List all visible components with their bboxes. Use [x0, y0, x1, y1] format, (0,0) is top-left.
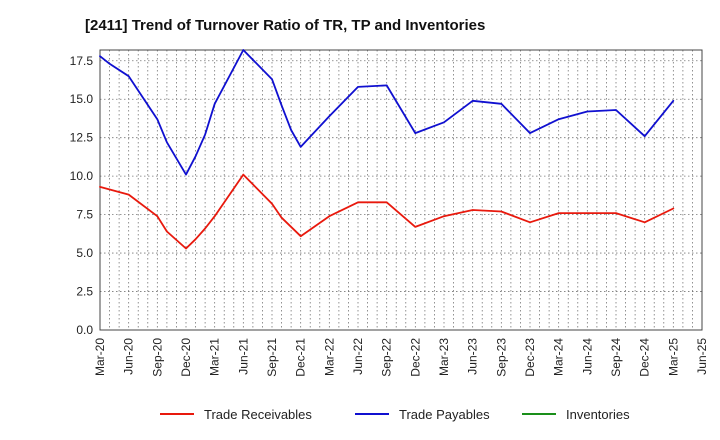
plot-frame — [99, 49, 703, 331]
x-tick-label: Sep-23 — [494, 338, 508, 377]
x-tick-label: Jun-22 — [351, 338, 365, 375]
data-point — [443, 215, 445, 217]
data-point — [99, 186, 101, 188]
y-tick-label: 12.5 — [70, 131, 94, 145]
x-tick-label: Jun-20 — [122, 338, 136, 375]
x-tick-label: Sep-24 — [609, 338, 623, 377]
data-point — [644, 135, 646, 137]
legend-label: Inventories — [566, 407, 630, 422]
x-tick-label: Dec-23 — [523, 338, 537, 377]
x-tick-label: Dec-20 — [179, 338, 193, 377]
data-point — [214, 103, 216, 105]
data-point — [443, 121, 445, 123]
data-point — [204, 134, 206, 136]
y-tick-label: 10.0 — [70, 169, 94, 183]
x-tick-label: Jun-23 — [466, 338, 480, 375]
data-point — [414, 132, 416, 134]
chart-title: [2411] Trend of Turnover Ratio of TR, TP… — [85, 17, 485, 34]
x-tick-label: Dec-24 — [638, 338, 652, 377]
x-tick-label: Mar-23 — [437, 338, 451, 376]
series-line-trade-payables — [99, 49, 675, 176]
x-tick-label: Sep-21 — [265, 338, 279, 377]
x-tick-label: Dec-21 — [294, 338, 308, 377]
data-point — [166, 141, 168, 143]
data-point — [672, 207, 674, 210]
data-point — [195, 155, 197, 157]
data-point — [500, 210, 502, 213]
grid-layer — [100, 50, 702, 330]
data-point — [242, 49, 244, 51]
data-point — [472, 209, 474, 211]
legend: Trade Receivables Trade Payables Inventori… — [160, 407, 630, 422]
series-line-trade-receivables — [99, 173, 675, 250]
data-point — [109, 63, 111, 65]
x-tick-label: Jun-21 — [236, 338, 250, 375]
x-tick-label: Jun-24 — [580, 338, 594, 375]
x-tick-label: Jun-25 — [695, 338, 709, 375]
data-point — [357, 201, 359, 203]
data-point — [99, 55, 101, 57]
data-point — [271, 203, 273, 205]
data-point — [128, 194, 130, 196]
x-tick-label: Mar-24 — [552, 338, 566, 376]
y-tick-label: 17.5 — [70, 54, 94, 68]
data-point — [558, 118, 560, 120]
data-point — [472, 100, 474, 102]
legend-label: Trade Payables — [399, 407, 490, 422]
series-layer — [99, 49, 675, 250]
data-point — [644, 221, 646, 223]
x-tick-label: Mar-20 — [93, 338, 107, 376]
data-point — [615, 212, 617, 214]
x-tick-label: Mar-25 — [666, 338, 680, 376]
y-tick-label: 2.5 — [76, 285, 93, 299]
data-point — [290, 129, 292, 131]
data-point — [166, 230, 168, 233]
data-point — [586, 110, 588, 113]
data-point — [414, 226, 416, 228]
data-point — [386, 84, 388, 86]
x-tick-label: Sep-22 — [380, 338, 394, 377]
data-point — [185, 247, 187, 250]
x-tick-label: Mar-21 — [208, 338, 222, 376]
data-point — [386, 201, 388, 203]
x-tick-label: Dec-22 — [408, 338, 422, 377]
data-point — [300, 235, 302, 237]
data-point — [156, 118, 158, 120]
y-tick-label: 5.0 — [76, 246, 93, 260]
data-point — [500, 103, 502, 105]
axis-layer: 0.0 2.5 5.0 7.5 10.0 12.5 15.0 17.5 Mar-20 Jun-20… — [70, 49, 709, 377]
legend-label: Trade Receivables — [204, 407, 312, 422]
x-tick-label: Sep-20 — [150, 338, 164, 377]
data-point — [615, 109, 617, 111]
data-point — [204, 227, 206, 230]
data-point — [558, 212, 560, 214]
y-tick-label: 0.0 — [76, 323, 93, 337]
data-point — [281, 217, 283, 219]
data-point — [185, 174, 187, 176]
data-point — [328, 215, 330, 217]
data-point — [195, 238, 197, 240]
data-point — [672, 100, 674, 102]
data-point — [300, 146, 302, 148]
y-tick-label: 15.0 — [70, 92, 94, 106]
data-point — [242, 174, 244, 176]
data-point — [586, 212, 588, 214]
data-point — [281, 104, 283, 106]
data-point — [328, 115, 330, 117]
data-point — [529, 221, 531, 223]
y-tick-label: 7.5 — [76, 208, 93, 222]
data-point — [529, 132, 531, 134]
data-point — [128, 75, 130, 77]
data-point — [357, 86, 359, 88]
data-point — [156, 215, 158, 217]
data-point — [271, 78, 273, 80]
data-point — [214, 215, 216, 217]
x-tick-label: Mar-22 — [322, 338, 336, 376]
